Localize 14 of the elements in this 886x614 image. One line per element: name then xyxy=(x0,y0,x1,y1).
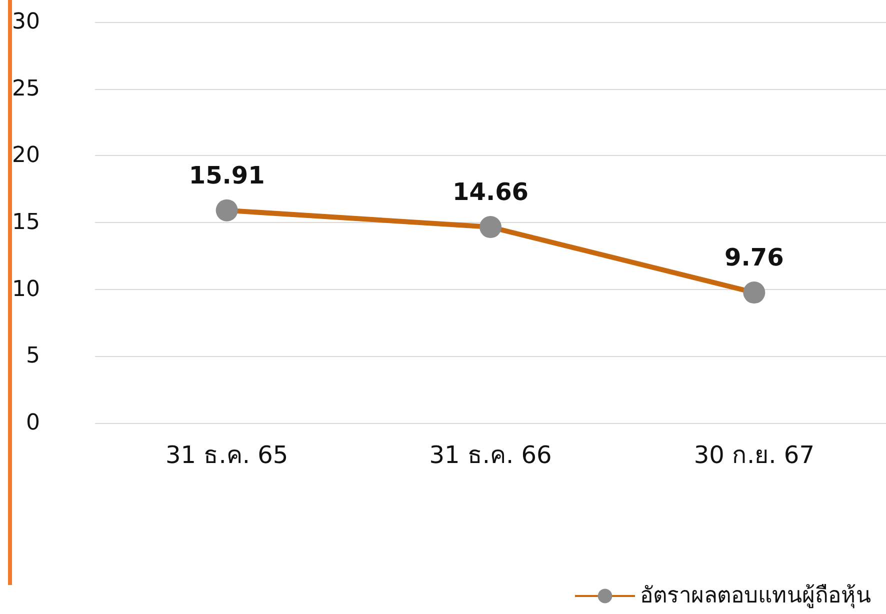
data-label: 9.76 xyxy=(724,244,784,272)
y-tick-label: 15 xyxy=(12,210,40,235)
data-label: 14.66 xyxy=(452,178,528,206)
y-tick-label: 0 xyxy=(26,410,40,436)
x-tick-label: 30 ก.ย. 67 xyxy=(694,441,814,469)
y-tick-label: 20 xyxy=(12,143,40,168)
y-tick-label: 25 xyxy=(12,76,40,102)
y-tick-label: 30 xyxy=(12,10,40,34)
y-tick-label: 10 xyxy=(12,276,40,302)
legend-label: อัตราผลตอบแทนผู้ถือหุ้น xyxy=(640,584,871,608)
data-label: 15.91 xyxy=(188,161,265,190)
y-tick-label: 5 xyxy=(26,344,40,369)
x-tick-label: 31 ธ.ค. 66 xyxy=(429,441,552,469)
x-tick-label: 31 ธ.ค. 65 xyxy=(166,441,288,469)
